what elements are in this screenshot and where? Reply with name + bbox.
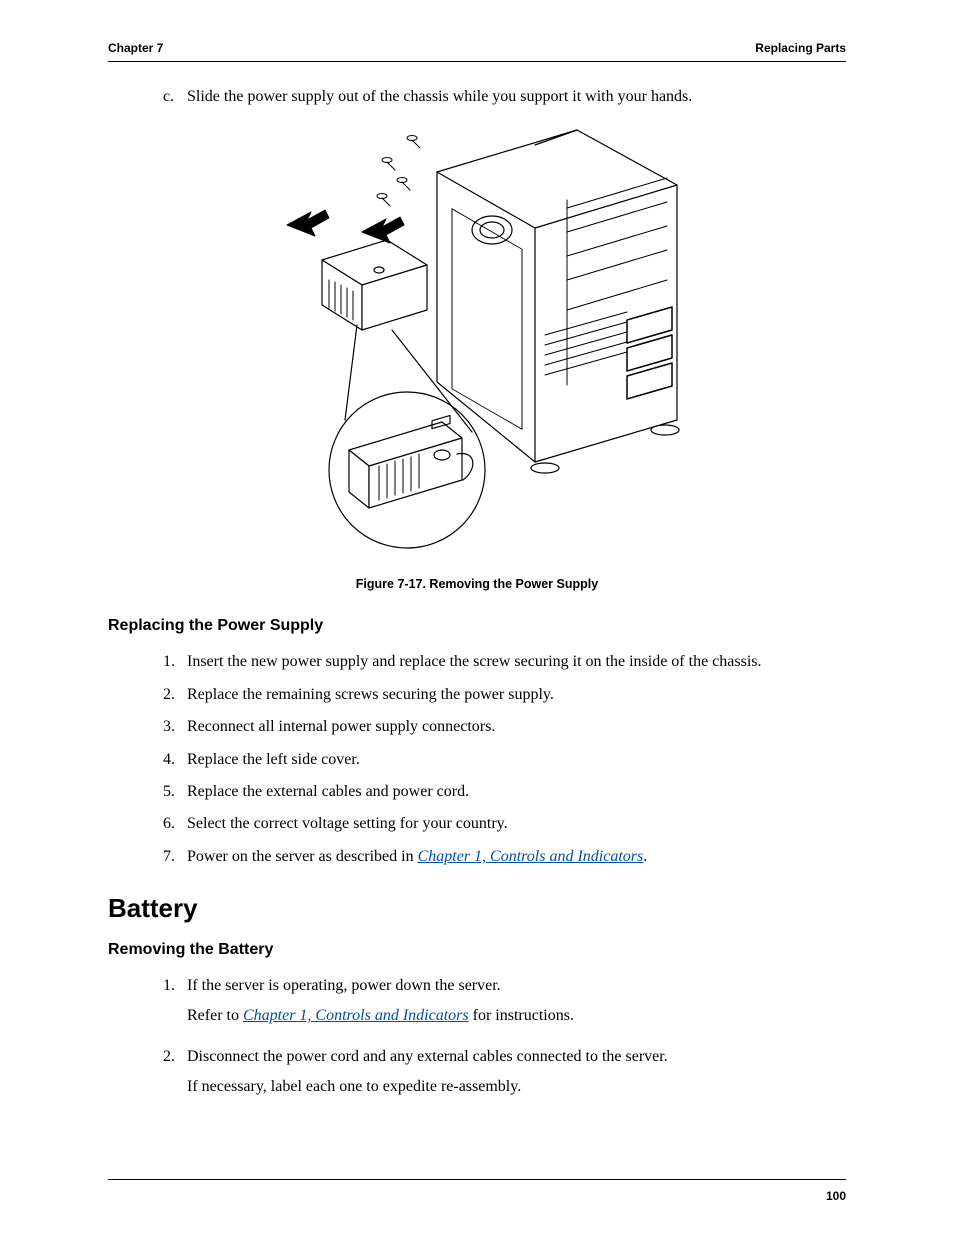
list-marker: 1.: [163, 651, 187, 673]
step-c: c. Slide the power supply out of the cha…: [163, 86, 846, 108]
list-marker: 1.: [163, 975, 187, 1036]
list-item: 1. Insert the new power supply and repla…: [163, 651, 846, 673]
list-text: Power on the server as described in Chap…: [187, 846, 647, 868]
list-marker: 2.: [163, 684, 187, 706]
heading-battery: Battery: [108, 890, 846, 926]
figure-7-17: Figure 7-17. Removing the Power Supply: [108, 120, 846, 593]
text-after-link: .: [643, 848, 647, 865]
para: If necessary, label each one to expedite…: [187, 1076, 668, 1098]
page-content: c. Slide the power supply out of the cha…: [108, 86, 846, 1179]
list-text: Insert the new power supply and replace …: [187, 651, 762, 673]
replacing-steps: 1. Insert the new power supply and repla…: [108, 651, 846, 868]
list-marker: 2.: [163, 1046, 187, 1107]
list-item: 5. Replace the external cables and power…: [163, 781, 846, 803]
para: Disconnect the power cord and any extern…: [187, 1046, 668, 1068]
list-marker: 7.: [163, 846, 187, 868]
list-marker: 4.: [163, 749, 187, 771]
list-item: 2. Disconnect the power cord and any ext…: [163, 1046, 846, 1107]
list-item: 7. Power on the server as described in C…: [163, 846, 846, 868]
heading-replacing-power-supply: Replacing the Power Supply: [108, 615, 846, 637]
list-text: Select the correct voltage setting for y…: [187, 813, 508, 835]
list-item: 4. Replace the left side cover.: [163, 749, 846, 771]
step-c-text: Slide the power supply out of the chassi…: [187, 86, 692, 108]
page-footer: 100: [108, 1179, 846, 1205]
step-c-marker: c.: [163, 86, 187, 108]
link-chapter1[interactable]: Chapter 1, Controls and Indicators: [243, 1007, 469, 1024]
header-left: Chapter 7: [108, 40, 163, 57]
header-right: Replacing Parts: [755, 40, 846, 57]
link-chapter1[interactable]: Chapter 1, Controls and Indicators: [418, 848, 644, 865]
list-marker: 6.: [163, 813, 187, 835]
figure-caption: Figure 7-17. Removing the Power Supply: [108, 576, 846, 594]
para: Refer to Chapter 1, Controls and Indicat…: [187, 1005, 574, 1027]
para: If the server is operating, power down t…: [187, 975, 574, 997]
list-text: Reconnect all internal power supply conn…: [187, 716, 495, 738]
heading-removing-battery: Removing the Battery: [108, 939, 846, 961]
list-text: Disconnect the power cord and any extern…: [187, 1046, 668, 1107]
list-item: 3. Reconnect all internal power supply c…: [163, 716, 846, 738]
list-text: Replace the remaining screws securing th…: [187, 684, 554, 706]
list-marker: 5.: [163, 781, 187, 803]
text-after-link: for instructions.: [469, 1007, 574, 1024]
text-before-link: Refer to: [187, 1007, 243, 1024]
list-text: Replace the left side cover.: [187, 749, 360, 771]
page-number: 100: [826, 1189, 846, 1203]
removing-battery-steps: 1. If the server is operating, power dow…: [108, 975, 846, 1107]
list-item: 2. Replace the remaining screws securing…: [163, 684, 846, 706]
page-header: Chapter 7 Replacing Parts: [108, 40, 846, 62]
list-text: If the server is operating, power down t…: [187, 975, 574, 1036]
page: Chapter 7 Replacing Parts c. Slide the p…: [0, 0, 954, 1235]
list-item: 1. If the server is operating, power dow…: [163, 975, 846, 1036]
list-item: 6. Select the correct voltage setting fo…: [163, 813, 846, 835]
figure-illustration: [267, 120, 687, 560]
text-before-link: Power on the server as described in: [187, 848, 418, 865]
list-marker: 3.: [163, 716, 187, 738]
list-text: Replace the external cables and power co…: [187, 781, 469, 803]
